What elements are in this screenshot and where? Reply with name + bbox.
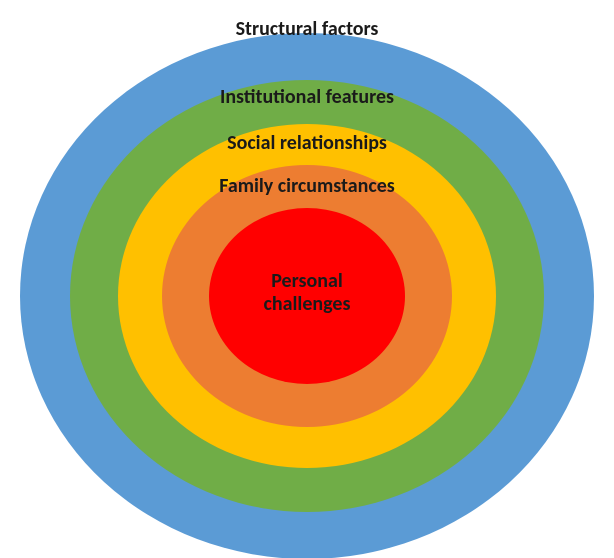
- concentric-ring-diagram: Structural factors Institutional feature…: [0, 0, 614, 558]
- label-structural: Structural factors: [0, 18, 614, 41]
- label-social: Social relationships: [0, 132, 614, 155]
- label-personal: Personal challenges: [0, 270, 614, 316]
- label-institutional: Institutional features: [0, 86, 614, 109]
- label-family: Family circumstances: [0, 175, 614, 198]
